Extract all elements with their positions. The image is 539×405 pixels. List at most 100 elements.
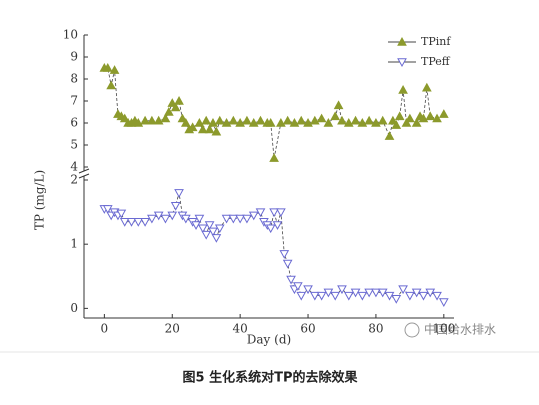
triangle-up-marker xyxy=(391,120,402,129)
triangle-down-marker xyxy=(214,224,225,234)
triangle-up-marker xyxy=(235,117,245,127)
triangle-down-marker xyxy=(411,288,422,298)
triangle-down-marker xyxy=(174,189,184,198)
triangle-down-marker xyxy=(269,208,279,218)
triangle-up-marker xyxy=(421,82,432,92)
triangle-up-marker xyxy=(106,80,117,90)
x-tick-label: 20 xyxy=(165,322,180,336)
triangle-down-marker xyxy=(418,291,429,301)
triangle-up-marker xyxy=(364,115,374,125)
triangle-down-marker xyxy=(296,291,307,301)
triangle-up-marker xyxy=(164,106,174,116)
x-tick-label: 100 xyxy=(432,322,455,336)
triangle-up-marker xyxy=(228,115,239,125)
triangle-up-marker xyxy=(140,115,150,125)
triangle-up-marker xyxy=(170,102,181,112)
triangle-down-marker xyxy=(228,214,239,224)
triangle-down-marker xyxy=(197,224,208,234)
triangle-up-marker xyxy=(323,117,334,127)
triangle-down-marker xyxy=(221,214,232,224)
x-tick-label: 80 xyxy=(368,322,383,336)
triangle-down-marker xyxy=(208,227,218,237)
triangle-down-marker xyxy=(384,291,395,301)
legend-label: TPeff xyxy=(421,55,451,68)
triangle-up-marker xyxy=(276,117,286,127)
triangle-up-marker xyxy=(330,111,341,121)
triangle-down-marker xyxy=(432,291,442,301)
triangle-up-marker xyxy=(289,117,300,127)
triangle-down-marker xyxy=(405,291,415,301)
triangle-down-marker xyxy=(425,288,436,298)
triangle-down-marker xyxy=(279,250,290,259)
triangle-up-marker xyxy=(371,117,381,127)
y-axis-label: TP (mg/L) xyxy=(33,170,47,230)
triangle-up-marker xyxy=(208,117,218,127)
axis-break xyxy=(78,173,90,179)
triangle-down-marker xyxy=(140,218,150,227)
triangle-down-marker xyxy=(391,295,402,304)
triangle-down-marker xyxy=(194,214,205,224)
triangle-down-marker xyxy=(126,218,137,227)
triangle-up-marker xyxy=(242,115,252,125)
triangle-down-marker xyxy=(364,288,374,298)
triangle-up-marker xyxy=(265,117,276,127)
triangle-down-marker xyxy=(133,218,144,227)
caption: 图5 生化系统对TP的去除效果 xyxy=(183,370,358,386)
triangle-down-marker xyxy=(167,211,178,221)
triangle-down-marker xyxy=(377,288,388,298)
triangle-up-marker xyxy=(432,113,442,123)
triangle-up-marker xyxy=(411,117,422,127)
y-tick-label: 6 xyxy=(70,116,78,130)
triangle-down-marker xyxy=(116,209,127,219)
triangle-down-marker xyxy=(153,211,164,221)
triangle-up-marker xyxy=(211,126,222,136)
triangle-up-marker xyxy=(309,115,320,125)
triangle-up-marker xyxy=(337,115,347,125)
triangle-down-marker xyxy=(371,288,381,298)
triangle-up-marker xyxy=(102,62,113,72)
triangle-down-marker xyxy=(337,285,347,295)
triangle-up-marker xyxy=(197,124,208,134)
triangle-down-marker xyxy=(147,214,157,224)
triangle-down-marker xyxy=(255,208,266,218)
triangle-up-marker xyxy=(177,113,188,123)
triangle-up-marker xyxy=(204,124,215,134)
legend-label: TPinf xyxy=(421,35,451,48)
triangle-up-marker xyxy=(394,111,405,121)
triangle-up-marker xyxy=(147,115,157,125)
legend-marker xyxy=(397,58,407,68)
triangle-up-marker xyxy=(316,113,327,123)
y-tick-label: 10 xyxy=(63,28,78,42)
triangle-down-marker xyxy=(119,218,130,227)
triangle-down-marker xyxy=(102,205,113,214)
triangle-down-marker xyxy=(160,214,171,224)
triangle-up-marker xyxy=(119,113,130,123)
triangle-up-marker xyxy=(282,115,293,125)
y-tick-label: 2 xyxy=(70,173,78,187)
triangle-down-marker xyxy=(343,291,354,301)
triangle-up-marker xyxy=(214,115,225,125)
triangle-down-marker xyxy=(350,288,361,298)
triangle-up-marker xyxy=(333,100,344,110)
triangle-up-marker xyxy=(187,122,198,132)
triangle-down-marker xyxy=(309,291,320,301)
y-tick-label: 1 xyxy=(70,237,78,251)
y-tick-label: 5 xyxy=(70,138,78,152)
triangle-down-marker xyxy=(204,221,215,230)
triangle-down-marker xyxy=(235,214,245,224)
triangle-down-marker xyxy=(248,211,259,221)
x-tick-label: 40 xyxy=(233,322,248,336)
triangle-down-marker xyxy=(242,214,252,224)
triangle-up-marker xyxy=(377,115,388,125)
triangle-down-marker xyxy=(286,275,296,285)
triangle-up-marker xyxy=(180,117,191,127)
watermark: 中国给水排水 xyxy=(424,322,496,337)
triangle-down-marker xyxy=(276,208,286,218)
triangle-up-marker xyxy=(401,117,412,127)
triangle-down-marker xyxy=(191,221,201,230)
triangle-up-marker xyxy=(303,117,313,127)
triangle-down-marker xyxy=(265,224,276,234)
triangle-up-marker xyxy=(296,115,307,125)
triangle-up-marker xyxy=(357,117,368,127)
